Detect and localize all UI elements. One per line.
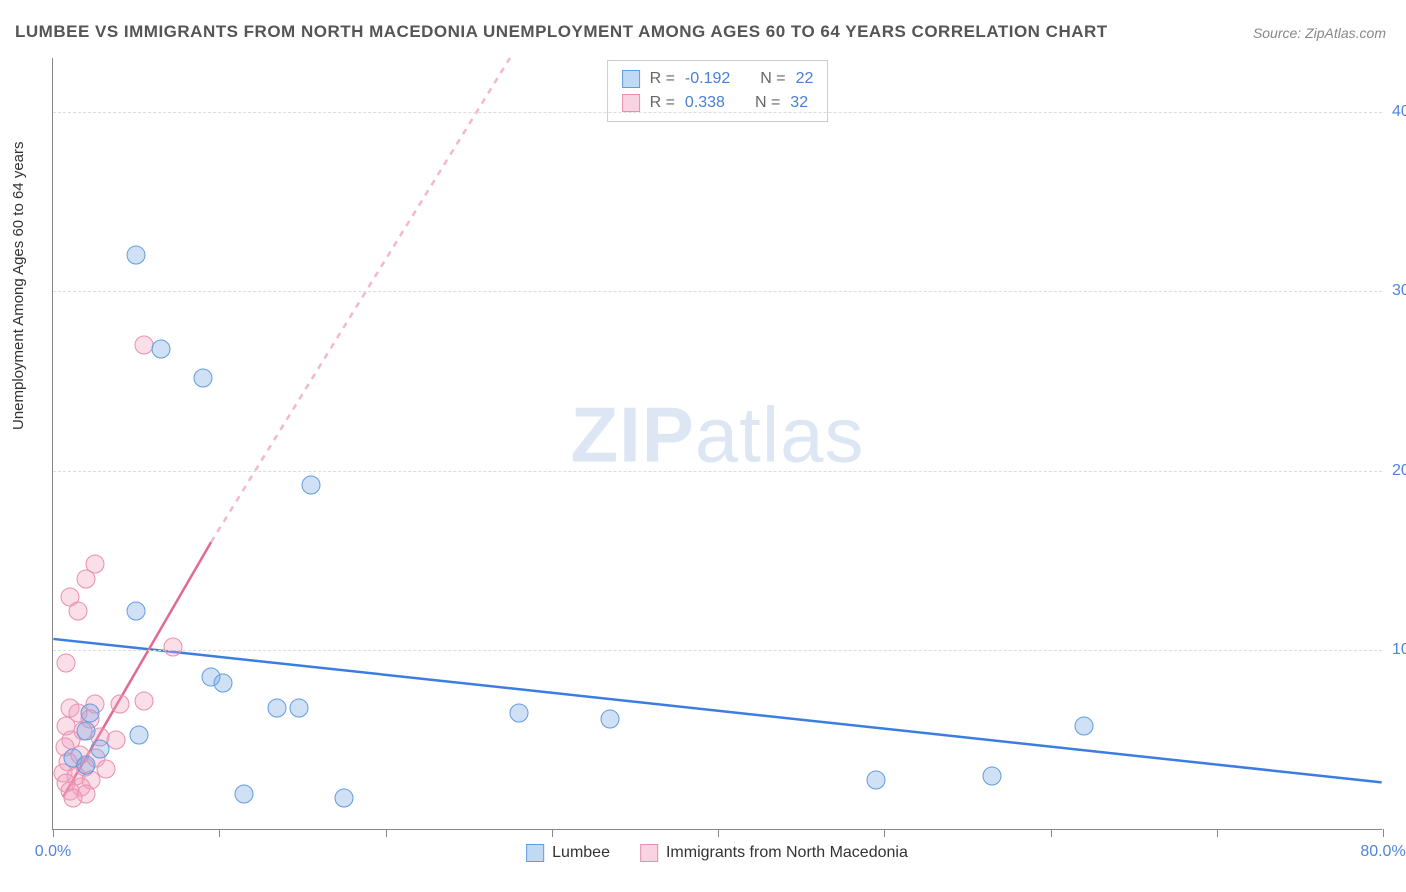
- scatter-point-blue: [600, 709, 619, 728]
- gridline-horizontal: [53, 650, 1382, 651]
- scatter-point-blue: [193, 368, 212, 387]
- x-tick: [552, 829, 553, 837]
- legend-label: Immigrants from North Macedonia: [666, 844, 908, 862]
- plot-area: ZIPatlas R =-0.192N =22R =0.338N =32 10.…: [52, 58, 1382, 830]
- legend-swatch-pink: [622, 94, 640, 112]
- stat-n-label: N =: [760, 67, 785, 91]
- x-tick: [1383, 829, 1384, 837]
- scatter-point-blue: [127, 601, 146, 620]
- source-attribution: Source: ZipAtlas.com: [1253, 25, 1386, 41]
- legend-swatch-blue: [622, 70, 640, 88]
- scatter-point-pink: [135, 691, 154, 710]
- scatter-point-pink: [57, 654, 76, 673]
- stat-r-label: R =: [650, 67, 675, 91]
- trend-line: [211, 58, 510, 542]
- y-tick-label: 30.0%: [1384, 282, 1406, 300]
- plot-container: ZIPatlas R =-0.192N =22R =0.338N =32 10.…: [52, 58, 1382, 830]
- gridline-horizontal: [53, 291, 1382, 292]
- watermark-zip: ZIP: [570, 390, 694, 478]
- x-tick: [884, 829, 885, 837]
- scatter-point-pink: [110, 695, 129, 714]
- chart-title: LUMBEE VS IMMIGRANTS FROM NORTH MACEDONI…: [15, 22, 1108, 42]
- scatter-point-blue: [80, 704, 99, 723]
- x-tick: [53, 829, 54, 837]
- legend-swatch-blue: [526, 844, 544, 862]
- x-tick: [386, 829, 387, 837]
- trend-line: [53, 639, 1381, 782]
- legend: Lumbee Immigrants from North Macedonia: [526, 844, 908, 862]
- scatter-point-blue: [301, 476, 320, 495]
- x-tick-label: 0.0%: [35, 843, 71, 861]
- scatter-point-blue: [268, 698, 287, 717]
- stat-n-value: 22: [796, 67, 814, 91]
- scatter-point-blue: [127, 246, 146, 265]
- scatter-point-blue: [983, 767, 1002, 786]
- trend-lines-layer: [53, 58, 1382, 829]
- y-tick-label: 20.0%: [1384, 462, 1406, 480]
- x-tick: [1217, 829, 1218, 837]
- y-tick-label: 40.0%: [1384, 103, 1406, 121]
- stat-r-value: -0.192: [685, 67, 730, 91]
- legend-item: Lumbee: [526, 844, 610, 862]
- scatter-point-blue: [152, 339, 171, 358]
- scatter-point-blue: [290, 698, 309, 717]
- scatter-point-blue: [334, 788, 353, 807]
- legend-item: Immigrants from North Macedonia: [640, 844, 908, 862]
- scatter-point-blue: [77, 722, 96, 741]
- scatter-point-blue: [235, 785, 254, 804]
- y-tick-label: 10.0%: [1384, 641, 1406, 659]
- x-tick-label: 80.0%: [1360, 843, 1405, 861]
- scatter-point-blue: [866, 770, 885, 789]
- x-tick: [1051, 829, 1052, 837]
- scatter-point-pink: [68, 601, 87, 620]
- stat-row: R = -0.192 N = 22: [622, 67, 814, 91]
- scatter-point-pink: [107, 731, 126, 750]
- gridline-horizontal: [53, 471, 1382, 472]
- x-tick: [718, 829, 719, 837]
- watermark-atlas: atlas: [695, 390, 865, 478]
- scatter-point-blue: [1074, 716, 1093, 735]
- scatter-point-blue: [130, 725, 149, 744]
- y-axis-label: Unemployment Among Ages 60 to 64 years: [10, 141, 27, 430]
- scatter-point-blue: [77, 756, 96, 775]
- scatter-point-pink: [163, 637, 182, 656]
- legend-swatch-pink: [640, 844, 658, 862]
- scatter-point-pink: [77, 569, 96, 588]
- legend-label: Lumbee: [552, 844, 610, 862]
- scatter-point-blue: [90, 740, 109, 759]
- scatter-point-blue: [509, 704, 528, 723]
- gridline-horizontal: [53, 112, 1382, 113]
- scatter-point-pink: [63, 788, 82, 807]
- scatter-point-blue: [213, 673, 232, 692]
- x-tick: [219, 829, 220, 837]
- watermark: ZIPatlas: [570, 389, 864, 480]
